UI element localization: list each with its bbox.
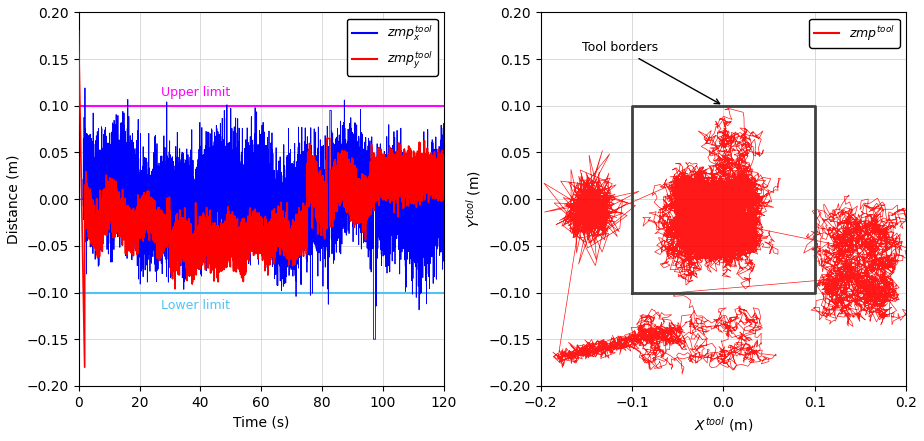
Text: Tool borders: Tool borders (582, 41, 720, 104)
X-axis label: Time (s): Time (s) (233, 415, 289, 429)
Text: Lower limit: Lower limit (161, 299, 230, 312)
Text: Upper limit: Upper limit (161, 86, 230, 99)
Legend: $zmp^{tool}$: $zmp^{tool}$ (809, 19, 900, 48)
Y-axis label: $Y^{tool}$ (m): $Y^{tool}$ (m) (464, 170, 483, 228)
Legend: $zmp_x^{tool}$, $zmp_y^{tool}$: $zmp_x^{tool}$, $zmp_y^{tool}$ (346, 19, 438, 76)
X-axis label: $X^{tool}$ (m): $X^{tool}$ (m) (694, 415, 753, 434)
Y-axis label: Distance (m): Distance (m) (7, 154, 21, 244)
